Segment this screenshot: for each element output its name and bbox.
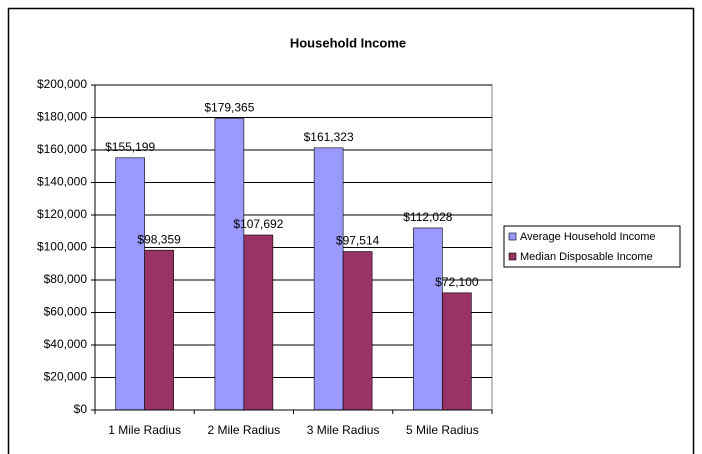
y-tick-label: $60,000 bbox=[44, 305, 88, 319]
bar bbox=[442, 292, 472, 411]
bar bbox=[243, 234, 274, 411]
legend-box bbox=[503, 225, 681, 268]
bar bbox=[214, 118, 245, 411]
y-tick-label: $80,000 bbox=[44, 272, 88, 286]
data-label: $161,323 bbox=[304, 130, 354, 144]
chart-title: Household Income bbox=[290, 35, 406, 50]
y-tick-label: $20,000 bbox=[44, 370, 88, 384]
y-tick-label: $140,000 bbox=[37, 175, 87, 189]
data-label: $112,028 bbox=[403, 210, 452, 224]
x-tick-label: 2 Mile Radius bbox=[208, 423, 281, 437]
y-tick-label: $100,000 bbox=[37, 240, 87, 254]
data-label: $98,359 bbox=[137, 232, 181, 246]
legend-swatch bbox=[508, 232, 517, 241]
data-label: $107,692 bbox=[233, 217, 283, 231]
legend-swatch bbox=[508, 252, 517, 261]
y-tick-label: $120,000 bbox=[37, 207, 87, 221]
x-tick-label: 1 Mile Radius bbox=[108, 423, 181, 437]
x-tick-label: 3 Mile Radius bbox=[307, 423, 380, 437]
x-tick-label: 5 Mile Radius bbox=[406, 423, 479, 437]
y-tick-label: $160,000 bbox=[37, 142, 87, 156]
data-label: $179,365 bbox=[204, 101, 254, 115]
legend-label: Average Household Income bbox=[520, 231, 656, 243]
bar bbox=[313, 147, 344, 411]
y-tick-label: $180,000 bbox=[37, 110, 87, 124]
y-tick-label: $0 bbox=[74, 402, 88, 416]
data-label: $97,514 bbox=[336, 234, 380, 248]
data-label: $72,100 bbox=[435, 275, 479, 289]
bar bbox=[413, 227, 443, 411]
bar bbox=[342, 251, 373, 411]
y-tick-label: $200,000 bbox=[37, 77, 87, 91]
data-label: $155,199 bbox=[105, 140, 155, 154]
bar bbox=[115, 157, 145, 411]
y-tick-label: $40,000 bbox=[44, 337, 88, 351]
legend-label: Median Disposable Income bbox=[520, 251, 653, 263]
bar bbox=[144, 249, 174, 411]
